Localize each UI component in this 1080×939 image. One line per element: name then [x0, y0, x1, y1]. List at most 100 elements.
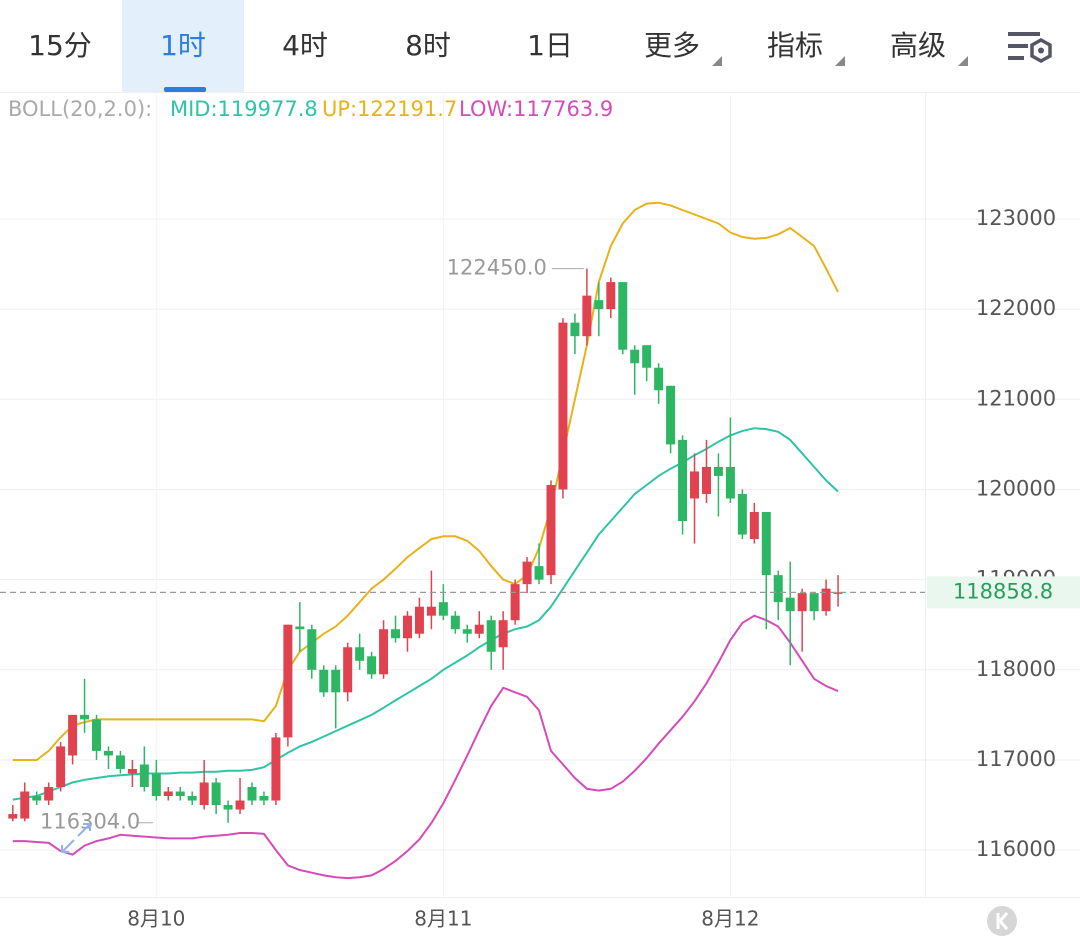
candle-body: [773, 575, 783, 603]
max-marker-label: 122450.0: [447, 256, 547, 280]
dropdown-caret: [835, 56, 845, 66]
candle-body: [582, 295, 592, 337]
y-tick-label: 123000: [976, 206, 1056, 230]
icon-bar: [1008, 44, 1028, 48]
candle-body: [44, 787, 54, 801]
button-circle: [987, 906, 1017, 936]
candle-body: [379, 629, 389, 675]
candle-body: [606, 282, 616, 310]
candle-body: [8, 814, 18, 819]
current-price-label: 118858.8: [953, 579, 1053, 603]
y-tick-label: 117000: [976, 747, 1056, 771]
selected-tab-bg: [122, 0, 244, 92]
candle-body: [474, 624, 484, 634]
candle-body: [68, 714, 78, 756]
candle-body: [678, 439, 688, 522]
x-tick-label: 8月11: [414, 907, 472, 931]
candle-body: [319, 669, 329, 693]
candle-body: [223, 805, 233, 810]
candle-body: [570, 322, 580, 337]
candle-body: [163, 791, 173, 797]
icon-hex: [1030, 37, 1052, 64]
tab[interactable]: 更多: [644, 29, 700, 62]
candle-body: [642, 345, 652, 368]
candle-body: [80, 714, 90, 720]
selected-tab-indicator: [164, 87, 206, 92]
indicator-low: LOW:117763.9: [459, 97, 613, 121]
button-glyph: [996, 912, 1009, 930]
y-tick-label: 116000: [976, 837, 1056, 861]
min-marker-icon: [61, 823, 91, 853]
candle-body: [666, 385, 676, 445]
tab[interactable]: 15分: [28, 29, 92, 62]
x-tick-label: 8月10: [127, 907, 185, 931]
candle-body: [618, 282, 628, 350]
scroll-to-latest[interactable]: [987, 906, 1017, 936]
candle-body: [713, 466, 723, 476]
candle-body: [797, 593, 807, 612]
candle-body: [654, 367, 664, 391]
candle-body: [414, 606, 424, 634]
candle-body: [426, 606, 436, 616]
x-tick-label: 8月12: [701, 907, 759, 931]
candle-body: [498, 620, 508, 648]
candle-body: [247, 787, 257, 801]
icon-bar: [1008, 56, 1024, 60]
candle-body: [690, 471, 700, 499]
candle-body: [761, 512, 771, 576]
candle-body: [355, 647, 365, 661]
candle-body: [701, 466, 711, 494]
indicator-mid: MID:119977.8: [170, 97, 318, 121]
candle-body: [115, 755, 125, 769]
candle-body: [486, 620, 496, 652]
candle-body: [92, 719, 102, 751]
candle-body: [151, 773, 161, 797]
candle-body: [785, 597, 795, 612]
tab[interactable]: 4时: [282, 29, 328, 62]
dropdown-caret: [958, 56, 968, 66]
candle-body: [809, 593, 819, 612]
candle-body: [283, 624, 293, 738]
candle-body: [295, 626, 305, 630]
candle-body: [103, 750, 113, 756]
candle-body: [438, 602, 448, 616]
boll-line: [12, 614, 839, 880]
indicator-up: UP:122191.7: [322, 97, 457, 121]
y-tick-label: 120000: [976, 476, 1056, 500]
candle-body: [139, 764, 149, 788]
dropdown-caret: [712, 56, 722, 66]
boll-line: [12, 427, 839, 801]
tab[interactable]: 1日: [527, 29, 573, 62]
candle-body: [199, 782, 209, 806]
y-tick-label: 121000: [976, 386, 1056, 410]
y-tick-label: 122000: [976, 296, 1056, 320]
tab[interactable]: 8时: [405, 29, 451, 62]
tab[interactable]: 高级: [890, 29, 946, 62]
candle-body: [749, 512, 759, 540]
candle-body: [331, 669, 341, 693]
candle-body: [20, 791, 30, 819]
candle-body: [534, 566, 544, 580]
current-price-badge: [927, 576, 1080, 609]
candle-body: [211, 782, 221, 806]
candle-body: [402, 615, 412, 639]
candle-body: [833, 592, 843, 594]
candle-body: [343, 647, 353, 693]
indicator-title: BOLL(20,2.0):: [8, 97, 152, 121]
y-tick-label: 118000: [976, 657, 1056, 681]
settings-icon[interactable]: [1008, 32, 1052, 64]
candle-body: [462, 629, 472, 634]
icon-bar: [1008, 32, 1040, 36]
candle-body: [725, 466, 735, 499]
candle-body: [307, 629, 317, 670]
tab[interactable]: 指标: [767, 29, 823, 62]
candle-body: [187, 796, 197, 801]
tab[interactable]: 1时: [160, 29, 206, 62]
candle-body: [32, 796, 42, 801]
candle-body: [391, 629, 401, 639]
candle-body: [56, 746, 66, 788]
candle-body: [522, 561, 532, 585]
icon-dot: [1038, 47, 1044, 54]
